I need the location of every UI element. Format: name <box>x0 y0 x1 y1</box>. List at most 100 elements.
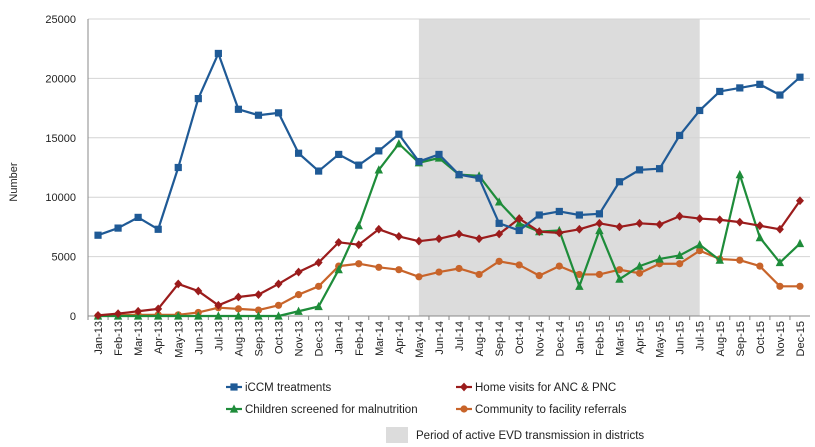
data-point <box>555 207 563 216</box>
x-tick-label: May-13 <box>173 321 185 358</box>
data-point <box>635 261 644 270</box>
y-axis-ticks: 0 5000 10000 15000 20000 25000 <box>45 14 76 323</box>
data-point <box>153 311 163 320</box>
legend-shade-swatch <box>386 427 408 443</box>
data-point <box>314 258 323 267</box>
data-point <box>755 232 765 242</box>
data-point <box>475 270 483 279</box>
data-point <box>395 266 403 274</box>
data-point <box>274 109 283 117</box>
data-point <box>214 49 222 58</box>
data-point <box>94 311 103 320</box>
x-tick-label: Oct-15 <box>755 321 767 354</box>
data-point <box>114 224 122 232</box>
y-tick-label: 10000 <box>45 192 76 204</box>
data-point <box>615 266 624 274</box>
data-point <box>535 272 543 280</box>
x-tick-label: Aug-15 <box>715 321 727 356</box>
data-point <box>194 311 203 320</box>
data-point <box>314 301 323 311</box>
data-point <box>375 147 383 155</box>
data-point <box>274 301 283 309</box>
x-tick-label: Jul-14 <box>454 321 466 351</box>
data-point <box>776 282 784 290</box>
data-point <box>535 211 543 219</box>
data-point <box>294 306 303 315</box>
data-point <box>736 256 744 264</box>
legend-label: Period of active EVD transmission in dis… <box>416 430 644 442</box>
x-tick-label: Apr-13 <box>153 321 165 354</box>
legend-label: Home visits for ANC & PNC <box>475 382 616 394</box>
data-point <box>254 111 263 119</box>
data-point <box>716 87 724 96</box>
data-point <box>735 170 745 179</box>
x-tick-label: Sep-13 <box>253 321 265 356</box>
data-point <box>455 229 464 239</box>
series-iccm-treatments <box>94 49 804 239</box>
data-point <box>676 260 684 268</box>
y-tick-label: 20000 <box>45 73 76 85</box>
data-point <box>334 265 343 274</box>
x-tick-label: May-15 <box>655 321 667 358</box>
data-point <box>415 273 423 281</box>
data-point <box>294 149 303 157</box>
legend-marker <box>460 382 468 392</box>
data-point <box>736 84 744 92</box>
x-tick-label: Feb-14 <box>354 321 366 356</box>
y-axis-title: Number <box>8 162 20 201</box>
data-point <box>294 267 303 277</box>
data-point <box>795 196 804 206</box>
data-point <box>455 264 463 273</box>
data-point <box>415 157 423 166</box>
legend-item-shading: Period of active EVD transmission in dis… <box>386 427 644 443</box>
data-point <box>174 311 183 320</box>
legend: iCCM treatments Home visits for ANC & PNC… <box>226 382 644 443</box>
legend-marker <box>230 383 238 391</box>
data-point <box>94 231 102 239</box>
data-point <box>154 304 163 314</box>
data-point <box>555 262 563 270</box>
data-point <box>655 165 664 173</box>
data-point <box>355 161 363 169</box>
x-tick-label: Dec-15 <box>795 321 807 356</box>
x-axis-ticks: Jan-13 Feb-13 Mar-13 Apr-13 May-13 Jun-13 Jul-… <box>87 316 807 358</box>
x-tick-label: Jun-14 <box>434 321 446 355</box>
data-point <box>575 211 583 219</box>
data-point <box>254 306 263 314</box>
data-point <box>615 222 624 232</box>
data-point <box>775 224 784 234</box>
data-point <box>234 292 243 302</box>
data-point <box>174 279 183 289</box>
data-point <box>154 225 162 233</box>
x-tick-label: Jan-14 <box>334 321 346 355</box>
x-tick-label: Sep-15 <box>735 321 747 356</box>
data-point <box>696 247 704 255</box>
data-point <box>334 237 343 247</box>
series-children-screened-for-malnutrition <box>93 139 805 320</box>
data-point <box>595 210 604 218</box>
data-point <box>715 215 724 225</box>
data-point <box>615 178 624 186</box>
data-point <box>715 255 724 264</box>
data-point <box>756 262 764 270</box>
x-tick-label: Nov-14 <box>534 321 546 356</box>
data-point <box>355 260 363 268</box>
data-point <box>515 226 523 235</box>
data-point <box>274 311 283 320</box>
x-tick-label: Mar-15 <box>614 321 626 356</box>
data-point <box>595 270 604 279</box>
data-point <box>114 309 123 319</box>
data-point <box>234 305 243 313</box>
data-point <box>335 150 343 159</box>
data-point <box>635 218 644 228</box>
data-point <box>374 165 384 174</box>
data-point <box>675 250 684 260</box>
legend-marker <box>229 404 239 413</box>
x-tick-label: Apr-14 <box>394 321 406 354</box>
data-point <box>695 214 704 223</box>
data-point <box>494 197 504 206</box>
x-tick-label: Jan-13 <box>93 321 105 355</box>
x-tick-label: Jun-13 <box>193 321 205 355</box>
x-tick-label: Feb-15 <box>594 321 606 356</box>
legend-label: iCCM treatments <box>245 382 332 394</box>
